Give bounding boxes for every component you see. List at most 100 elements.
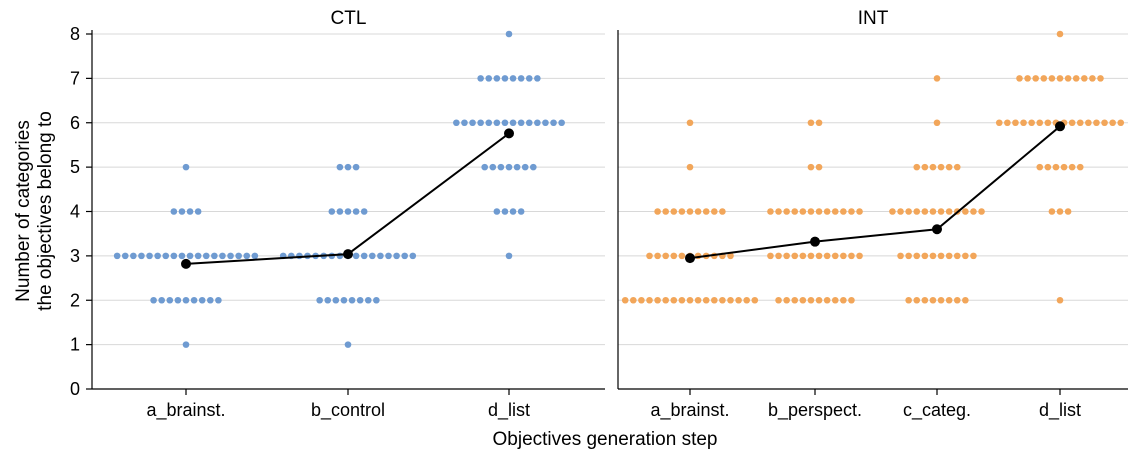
data-point (995, 119, 1003, 127)
data-point (662, 296, 669, 304)
data-point (190, 296, 198, 304)
y-tick-label: 5 (70, 157, 80, 177)
y-tick-label: 4 (70, 202, 80, 222)
data-point (211, 252, 218, 260)
data-point (823, 208, 831, 215)
data-point (198, 296, 206, 304)
data-point (831, 208, 839, 215)
data-point (340, 296, 348, 304)
data-point (517, 208, 525, 215)
mean-marker (343, 249, 353, 260)
data-point (1044, 119, 1052, 127)
data-point (501, 208, 509, 215)
data-point (348, 296, 356, 304)
data-point (823, 296, 831, 304)
x-tick-label: d_list (1039, 400, 1081, 421)
data-point (807, 296, 815, 304)
data-point (517, 75, 525, 82)
data-point (913, 252, 921, 260)
data-point (799, 296, 807, 304)
data-point (1064, 75, 1072, 82)
data-point (711, 296, 718, 304)
data-point (158, 296, 165, 304)
data-point (1068, 119, 1076, 127)
data-point (130, 252, 137, 260)
data-point (727, 296, 734, 304)
data-point (336, 163, 344, 171)
data-point (501, 119, 509, 127)
data-point (929, 208, 937, 215)
data-point (1020, 119, 1027, 127)
data-point (735, 296, 742, 304)
data-point (970, 252, 977, 260)
data-point (905, 296, 912, 304)
data-point (485, 119, 493, 127)
data-point (505, 252, 513, 260)
data-point (767, 208, 774, 215)
data-point (186, 252, 194, 260)
data-point (344, 163, 352, 171)
data-point (166, 296, 174, 304)
y-axis: 0 1 2 3 4 5 6 7 8 (70, 24, 93, 399)
data-point (550, 119, 557, 127)
data-point (1085, 119, 1092, 127)
data-point (1016, 75, 1023, 82)
mean-marker (685, 253, 695, 264)
data-point (215, 296, 222, 304)
data-point (178, 208, 186, 215)
data-point (1036, 163, 1044, 171)
y-tick-label: 7 (70, 68, 80, 88)
data-point (1056, 75, 1064, 82)
data-point (517, 119, 525, 127)
data-point (194, 252, 202, 260)
data-point (856, 252, 863, 260)
data-point (501, 75, 509, 82)
data-point (360, 252, 368, 260)
data-point (469, 119, 476, 127)
data-point (138, 252, 145, 260)
data-point (937, 163, 945, 171)
data-point (799, 252, 807, 260)
data-point (678, 296, 686, 304)
data-point (767, 252, 774, 260)
data-point (178, 252, 186, 260)
x-tick-label: b_perspect. (768, 400, 862, 421)
data-point (1072, 75, 1080, 82)
data-point (694, 296, 702, 304)
data-point (921, 208, 929, 215)
data-point (328, 208, 336, 215)
data-point (497, 163, 505, 171)
data-point (477, 75, 484, 82)
data-point (654, 252, 661, 260)
data-point (937, 252, 945, 260)
data-point (1004, 119, 1011, 127)
data-point (807, 163, 815, 171)
data-point (953, 252, 961, 260)
data-point (162, 252, 170, 260)
data-point (377, 252, 384, 260)
mean-marker (1055, 121, 1065, 132)
data-point (702, 208, 710, 215)
data-point (807, 119, 815, 127)
data-point (352, 163, 360, 171)
data-point (929, 296, 937, 304)
data-point (493, 208, 501, 215)
data-point (461, 119, 468, 127)
data-point (638, 296, 645, 304)
data-point (493, 119, 501, 127)
data-point (889, 208, 896, 215)
data-point (840, 208, 847, 215)
data-point (182, 341, 190, 348)
data-point (150, 296, 157, 304)
data-point (453, 119, 460, 127)
data-point (815, 252, 823, 260)
data-point (719, 296, 726, 304)
x-tick-label: b_control (311, 400, 385, 421)
data-point (815, 163, 823, 171)
data-point (702, 296, 710, 304)
x-tick-label: c_categ. (903, 400, 971, 421)
data-point (1024, 75, 1031, 82)
mean-marker (504, 128, 514, 139)
data-point (344, 341, 352, 348)
data-point (534, 75, 541, 82)
